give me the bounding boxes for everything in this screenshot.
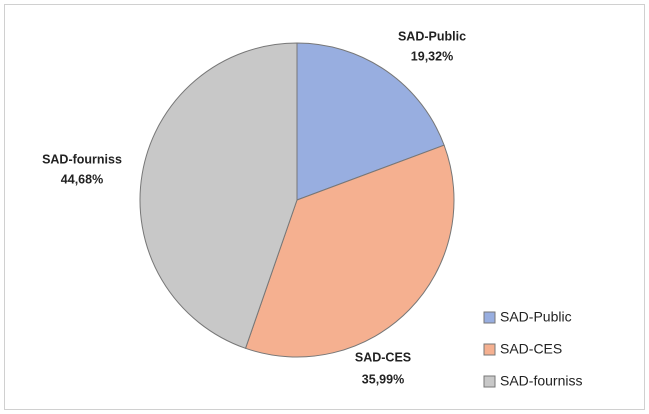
data-label-name: SAD-CES (355, 350, 411, 364)
data-label-name: SAD-Public (398, 29, 466, 43)
legend-swatch (483, 343, 496, 356)
legend-swatch (483, 311, 496, 324)
legend-label: SAD-fourniss (500, 373, 582, 389)
pie-slice (244, 144, 455, 358)
legend-label: SAD-CES (500, 341, 562, 357)
data-label-value: 35,99% (362, 372, 404, 386)
legend-label: SAD-Public (500, 309, 572, 325)
data-label-value: 44,68% (61, 172, 103, 186)
pie-slice (296, 42, 445, 201)
legend-swatch (483, 375, 496, 388)
data-label-value: 19,32% (411, 49, 453, 63)
pie-slice (139, 42, 298, 349)
data-label-name: SAD-fourniss (42, 152, 122, 166)
